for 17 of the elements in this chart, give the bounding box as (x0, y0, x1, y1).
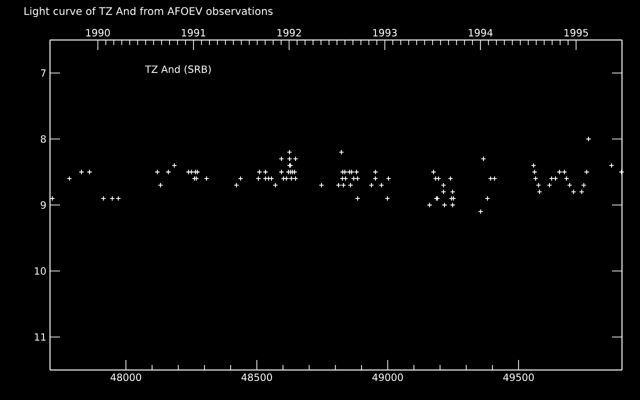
y-tick-label: 10 (34, 267, 46, 275)
x-tick-label: 49500 (503, 374, 534, 382)
x2-tick-label: 1991 (182, 28, 206, 36)
annotation: TZ And (SRB) (145, 65, 211, 74)
chart-title: Light curve of TZ And from AFOEV observations (24, 6, 273, 18)
y-tick-label: 8 (40, 135, 46, 143)
x-tick-label: 48500 (241, 374, 272, 382)
x2-tick-label: 1990 (86, 28, 110, 36)
x-tick-label: 48000 (110, 374, 142, 382)
y-tick-label: 9 (40, 201, 46, 209)
y-tick-label: 11 (34, 333, 46, 341)
y-tick-label: 7 (40, 69, 46, 77)
x-tick-label: 49000 (372, 374, 403, 382)
x2-tick-label: 1993 (373, 28, 397, 36)
x2-tick-label: 1992 (278, 28, 301, 36)
x2-tick-label: 1995 (564, 28, 588, 36)
x2-tick-label: 1994 (468, 28, 493, 36)
